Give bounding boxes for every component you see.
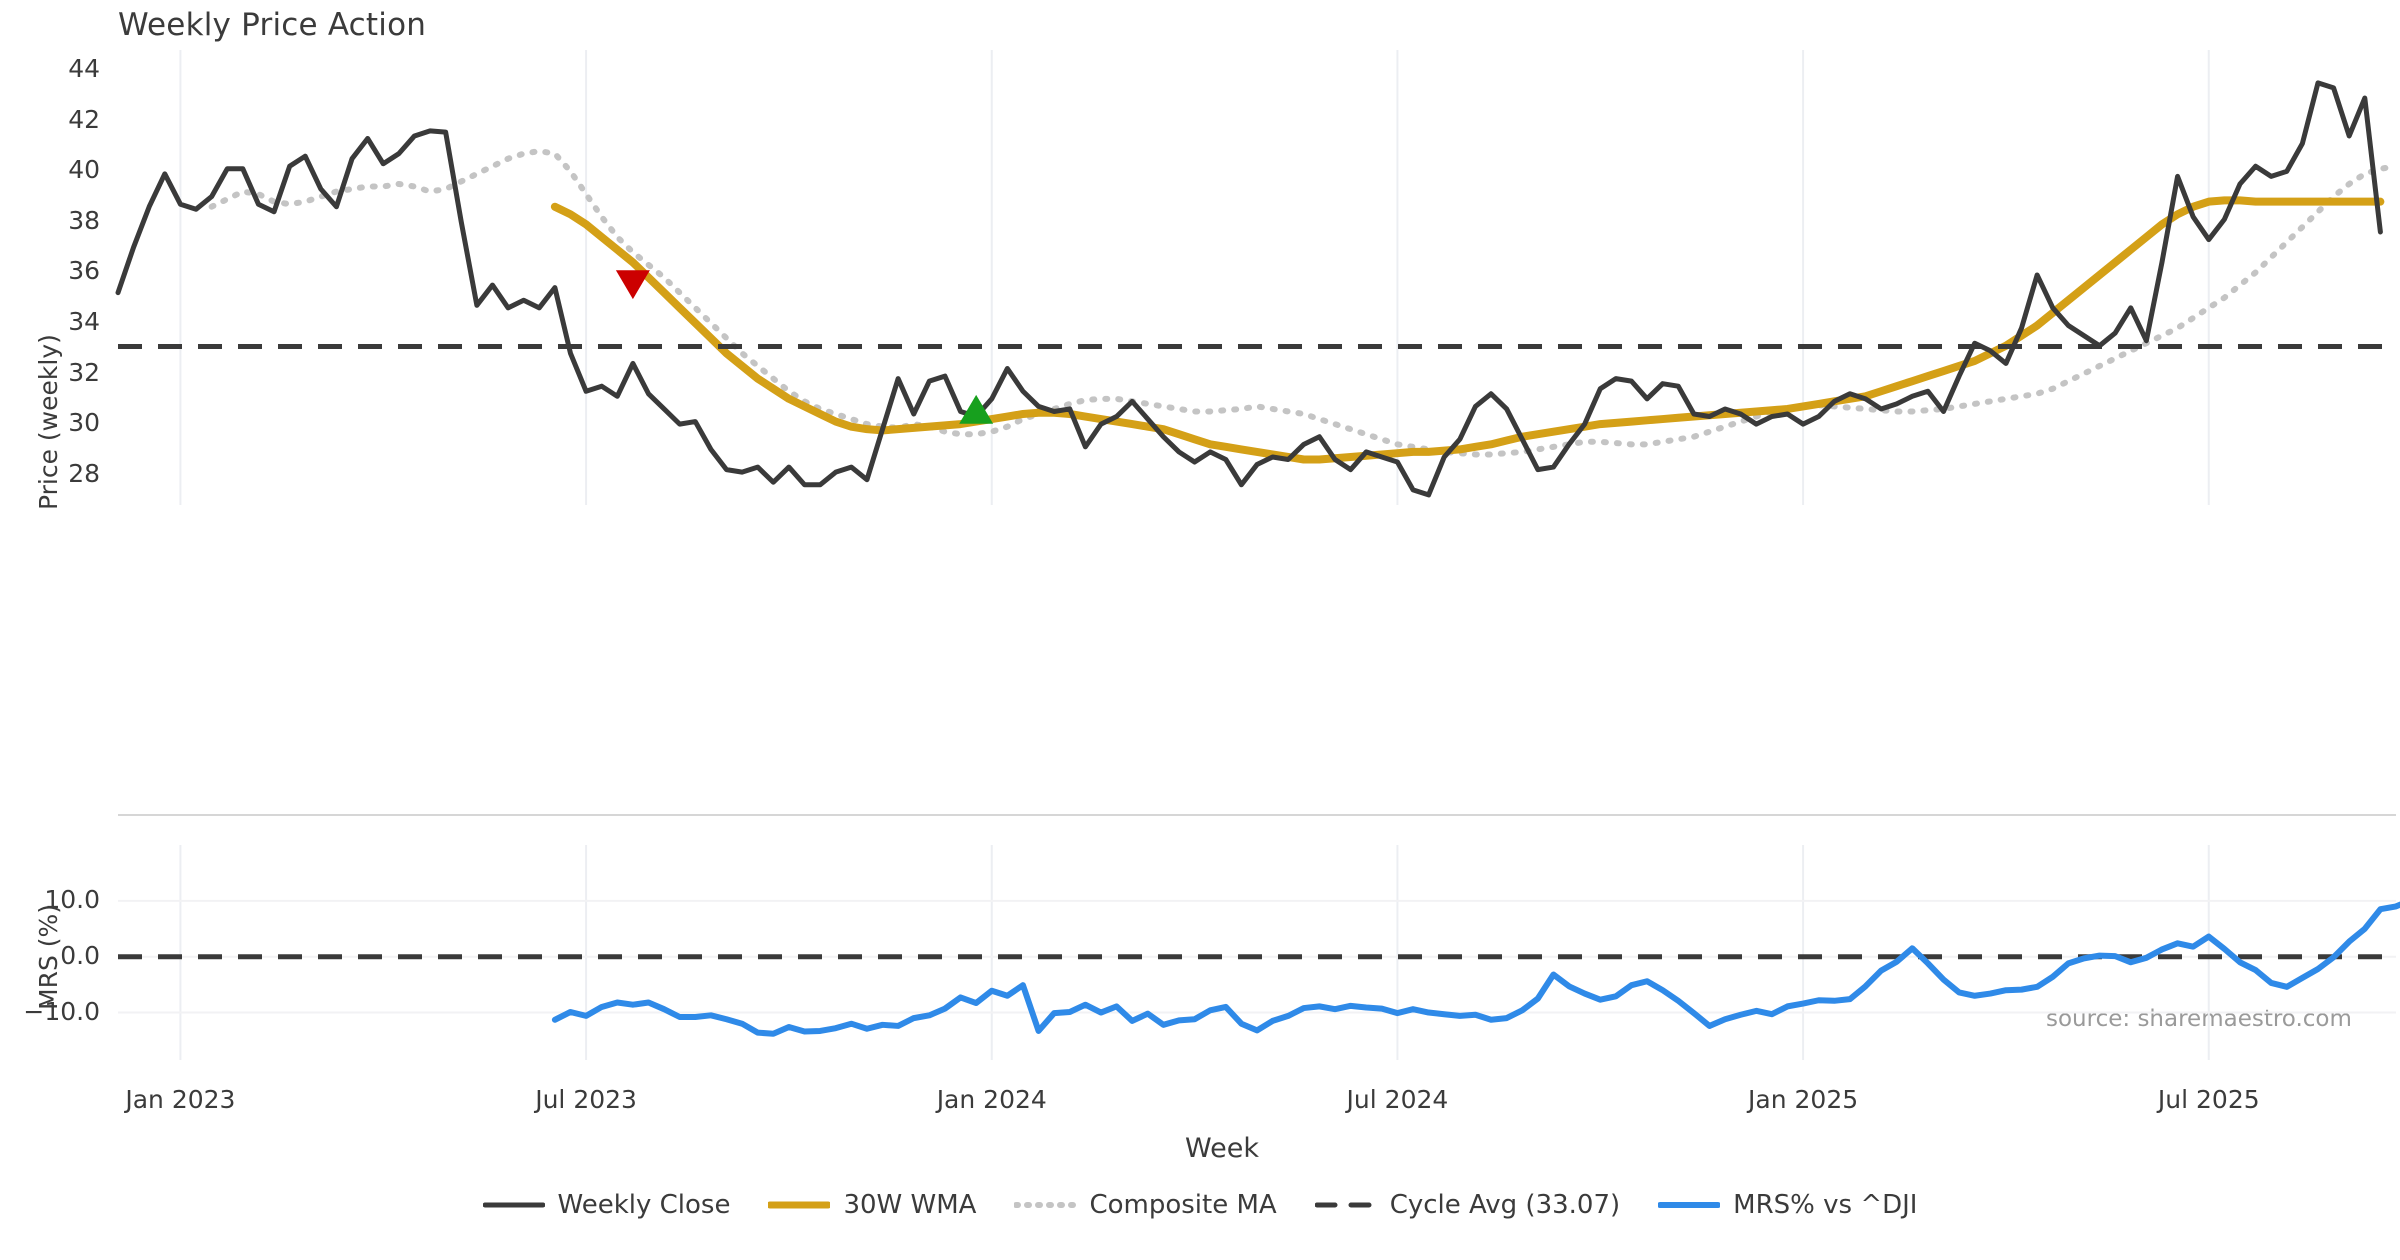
series-weekly-close xyxy=(115,80,2383,498)
x-tick-0: Jan 2023 xyxy=(125,1085,236,1114)
legend-item-4[interactable]: MRS% vs ^DJI xyxy=(1658,1190,1917,1220)
mrs-y-tick-0: 10.0 xyxy=(44,884,100,914)
series-30w-wma xyxy=(550,196,2385,464)
legend-item-1[interactable]: 30W WMA xyxy=(768,1190,976,1220)
price-y-tick-1: 42 xyxy=(68,104,100,134)
price-y-tick-7: 30 xyxy=(68,408,100,438)
mrs-y-tick-2: −10.0 xyxy=(23,996,100,1026)
x-tick-5: Jul 2025 xyxy=(2157,1085,2260,1114)
legend-swatch-icon xyxy=(1658,1202,1721,1208)
source-note: source: sharemaestro.com xyxy=(2046,1006,2352,1032)
legend-label: Weekly Close xyxy=(557,1190,731,1220)
chart-canvas xyxy=(115,50,2400,1060)
legend-label: 30W WMA xyxy=(843,1190,977,1220)
legend-item-2[interactable]: Composite MA xyxy=(1014,1190,1277,1220)
price-y-tick-5: 34 xyxy=(68,307,100,336)
legend-swatch-icon xyxy=(482,1202,545,1208)
buy-signal-marker xyxy=(959,394,994,424)
x-tick-2: Jan 2024 xyxy=(936,1085,1047,1114)
mrs-y-tick-1: 0.0 xyxy=(60,940,100,970)
legend-label: MRS% vs ^DJI xyxy=(1733,1190,1918,1220)
legend-label: Cycle Avg (33.07) xyxy=(1389,1190,1621,1220)
x-tick-4: Jan 2025 xyxy=(1748,1085,1859,1114)
x-tick-1: Jul 2023 xyxy=(535,1085,637,1114)
series-mrs-percent xyxy=(551,901,2400,1037)
price-y-tick-4: 36 xyxy=(68,256,100,286)
price-y-tick-3: 38 xyxy=(68,205,100,235)
price-y-tick-8: 28 xyxy=(68,458,100,488)
price-y-tick-0: 44 xyxy=(68,54,100,84)
legend-swatch-icon xyxy=(1314,1202,1377,1208)
x-tick-3: Jul 2024 xyxy=(1346,1085,1449,1114)
legend-item-0[interactable]: Weekly Close xyxy=(482,1190,731,1220)
page-title: Weekly Price Action xyxy=(118,7,427,43)
legend-swatch-icon xyxy=(1014,1202,1077,1208)
price-y-tick-6: 32 xyxy=(68,357,100,387)
price-y-tick-2: 40 xyxy=(68,155,100,185)
chart-legend: Weekly Close 30W WMA Composite MA Cycle Avg… xyxy=(0,1190,2400,1220)
legend-swatch-icon xyxy=(768,1201,831,1209)
x-axis-label: Week xyxy=(1185,1133,1259,1164)
legend-label: Composite MA xyxy=(1089,1190,1277,1220)
sell-signal-marker xyxy=(615,270,650,300)
legend-item-3[interactable]: Cycle Avg (33.07) xyxy=(1314,1190,1621,1220)
series-composite-ma xyxy=(208,148,2399,458)
